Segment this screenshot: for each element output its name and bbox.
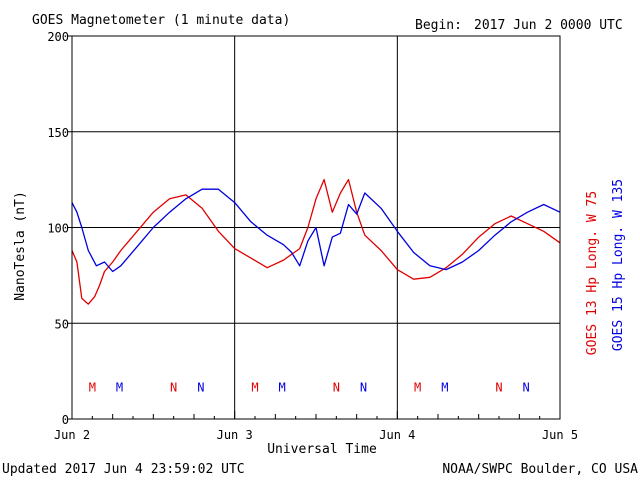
begin-label: Begin: xyxy=(415,18,462,33)
y-tick-label: 100 xyxy=(47,222,69,236)
x-tick-label: Jun 2 xyxy=(54,428,90,442)
x-tick-label: Jun 3 xyxy=(217,428,253,442)
legend-goes13: GOES 13 Hp Long. W 75 xyxy=(585,191,600,355)
series-line-goes15 xyxy=(71,188,561,273)
marker-n: N xyxy=(523,380,530,394)
credit-text: NOAA/SWPC Boulder, CO USA xyxy=(442,462,638,477)
y-axis-label: NanoTesla (nT) xyxy=(13,191,28,301)
marker-m: M xyxy=(279,380,286,394)
y-tick-label: 0 xyxy=(62,413,69,427)
marker-n: N xyxy=(170,380,177,394)
marker-m: M xyxy=(89,380,96,394)
legend-goes15: GOES 15 Hp Long. W 135 xyxy=(611,179,626,351)
updated-text: Updated 2017 Jun 4 23:59:02 UTC xyxy=(2,462,245,477)
chart-title: GOES Magnetometer (1 minute data) xyxy=(32,13,290,28)
marker-n: N xyxy=(197,380,204,394)
y-tick-label: 200 xyxy=(47,30,69,44)
begin-value: 2017 Jun 2 0000 UTC xyxy=(474,18,623,33)
marker-m: M xyxy=(441,380,448,394)
series-lines xyxy=(71,178,561,305)
marker-n: N xyxy=(360,380,367,394)
marker-m: M xyxy=(414,380,421,394)
y-tick-label: 50 xyxy=(55,317,69,331)
x-tick-label: Jun 5 xyxy=(542,428,578,442)
series-line-goes13 xyxy=(71,178,561,305)
x-tick-label: Jun 4 xyxy=(379,428,415,442)
axis-ticks: 0 50 100 150 200 Jun 2 Jun 3 Jun 4 Jun 5 xyxy=(47,30,578,442)
plot-frame xyxy=(71,35,561,420)
marker-m: M xyxy=(116,380,123,394)
marker-n: N xyxy=(495,380,502,394)
marker-n: N xyxy=(333,380,340,394)
x-axis-label: Universal Time xyxy=(267,442,377,457)
y-tick-label: 150 xyxy=(47,126,69,140)
marker-m: M xyxy=(251,380,258,394)
